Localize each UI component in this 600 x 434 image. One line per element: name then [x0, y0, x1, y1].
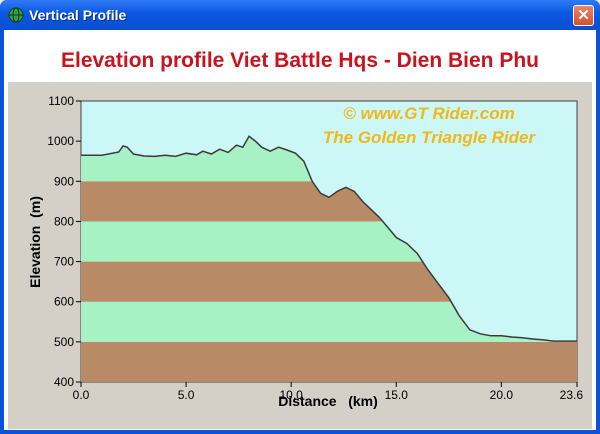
elevation-profile-line — [81, 135, 577, 342]
x-axis-label: Distance (km) — [278, 393, 378, 409]
x-tick-label: 15.0 — [385, 388, 409, 402]
plot-frame: 400 500 600 700 800 900 1000 1100 0.0 5.0 10.0 15.… — [8, 82, 592, 429]
x-tick-label: 20.0 — [490, 388, 514, 402]
y-tick-label: 900 — [54, 174, 74, 188]
x-axis: 0.0 5.0 10.0 15.0 20.0 23.6 — [73, 382, 584, 402]
y-axis-label: Elevation (m) — [27, 196, 43, 288]
x-tick-label: 23.6 — [560, 388, 584, 402]
close-button[interactable]: ✕ — [573, 5, 594, 26]
title-bar[interactable]: Vertical Profile ✕ — [0, 0, 600, 30]
elevation-chart: 400 500 600 700 800 900 1000 1100 0.0 5.0 10.0 15.… — [27, 94, 584, 409]
x-tick-label: 5.0 — [178, 388, 195, 402]
y-tick-label: 1100 — [48, 94, 74, 108]
y-tick-label: 500 — [54, 335, 74, 349]
watermark-line-1: © www.GT Rider.com — [343, 104, 515, 123]
chart-title: Elevation profile Viet Battle Hqs - Dien… — [60, 49, 540, 72]
y-tick-label: 1000 — [47, 134, 74, 148]
y-tick-label: 800 — [54, 214, 74, 228]
x-tick-label: 0.0 — [73, 388, 90, 402]
y-tick-label: 700 — [54, 255, 74, 269]
window-title: Vertical Profile — [29, 7, 127, 23]
elevation-band-400-500 — [81, 341, 577, 382]
globe-icon — [8, 7, 24, 23]
watermark-line-2: The Golden Triangle Rider — [323, 128, 537, 147]
y-axis: 400 500 600 700 800 900 1000 1100 — [47, 94, 81, 389]
y-tick-label: 600 — [54, 295, 74, 309]
window-client-area: Elevation profile Viet Battle Hqs - Dien… — [4, 30, 596, 430]
x-tick-label: 10.0 — [279, 388, 303, 402]
y-tick-label: 400 — [54, 375, 74, 389]
